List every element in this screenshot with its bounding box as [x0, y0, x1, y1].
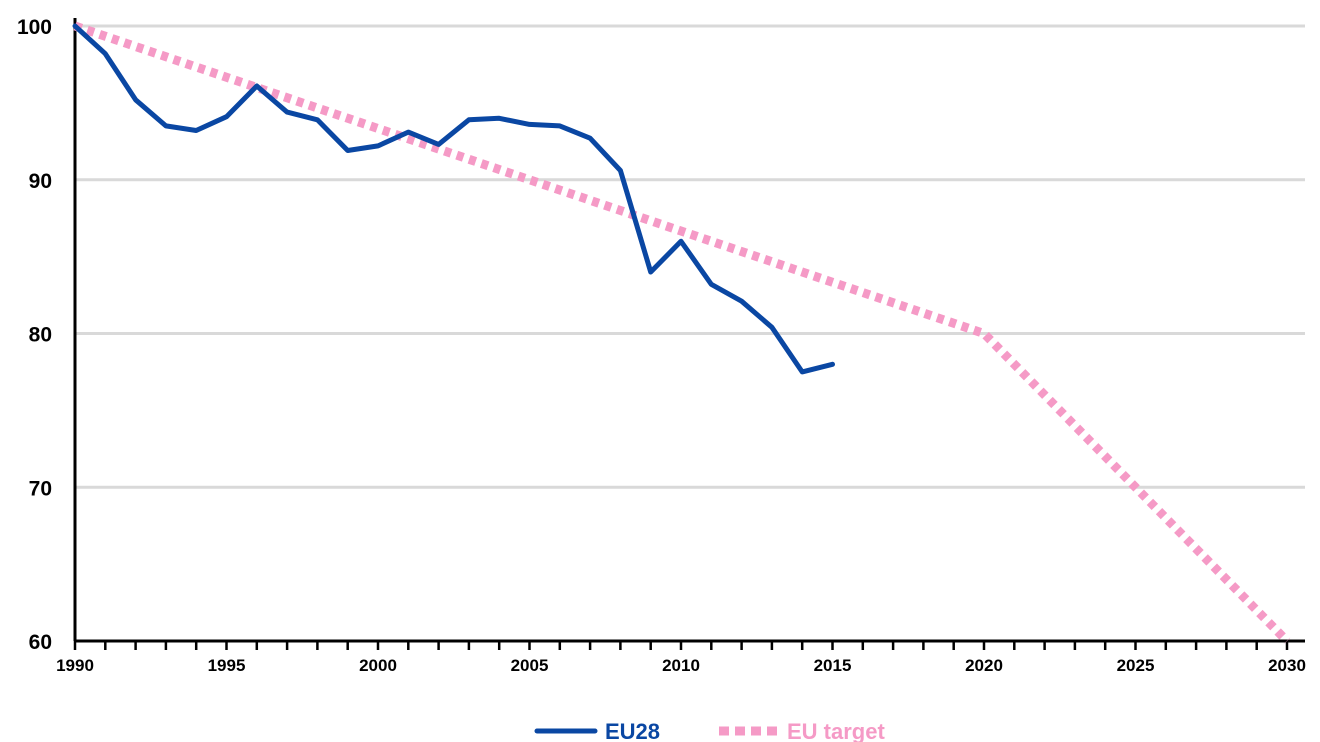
x-tick-label: 2000	[359, 656, 397, 675]
legend: EU28 EU target	[534, 719, 885, 742]
legend-label: EU28	[605, 719, 660, 742]
y-tick-label: 60	[29, 631, 52, 654]
legend-label: EU target	[787, 719, 885, 742]
x-tick-label: 2030	[1268, 656, 1306, 675]
x-tick-label: 2015	[814, 656, 852, 675]
series-layer	[72, 21, 1291, 645]
x-tick-label: 1995	[208, 656, 246, 675]
x-tick-label: 2020	[965, 656, 1003, 675]
y-tick-label: 70	[29, 477, 52, 500]
y-tick-labels: 60 70 80 90 100	[17, 16, 52, 654]
y-tick-label: 90	[29, 170, 52, 193]
gridlines	[75, 24, 1305, 489]
x-tick-label: 2025	[1117, 656, 1155, 675]
y-tick-label: 100	[17, 16, 52, 39]
axes	[73, 18, 1305, 643]
x-tick-label: 2010	[662, 656, 700, 675]
x-tick-label: 1990	[56, 656, 94, 675]
x-tick-labels: 1990 1995 2000 2005 2010 2015 2020 2025 2030	[56, 641, 1306, 675]
y-tick-label: 80	[29, 324, 52, 347]
series-line-eu28	[72, 23, 835, 375]
x-tick-label: 2005	[511, 656, 549, 675]
